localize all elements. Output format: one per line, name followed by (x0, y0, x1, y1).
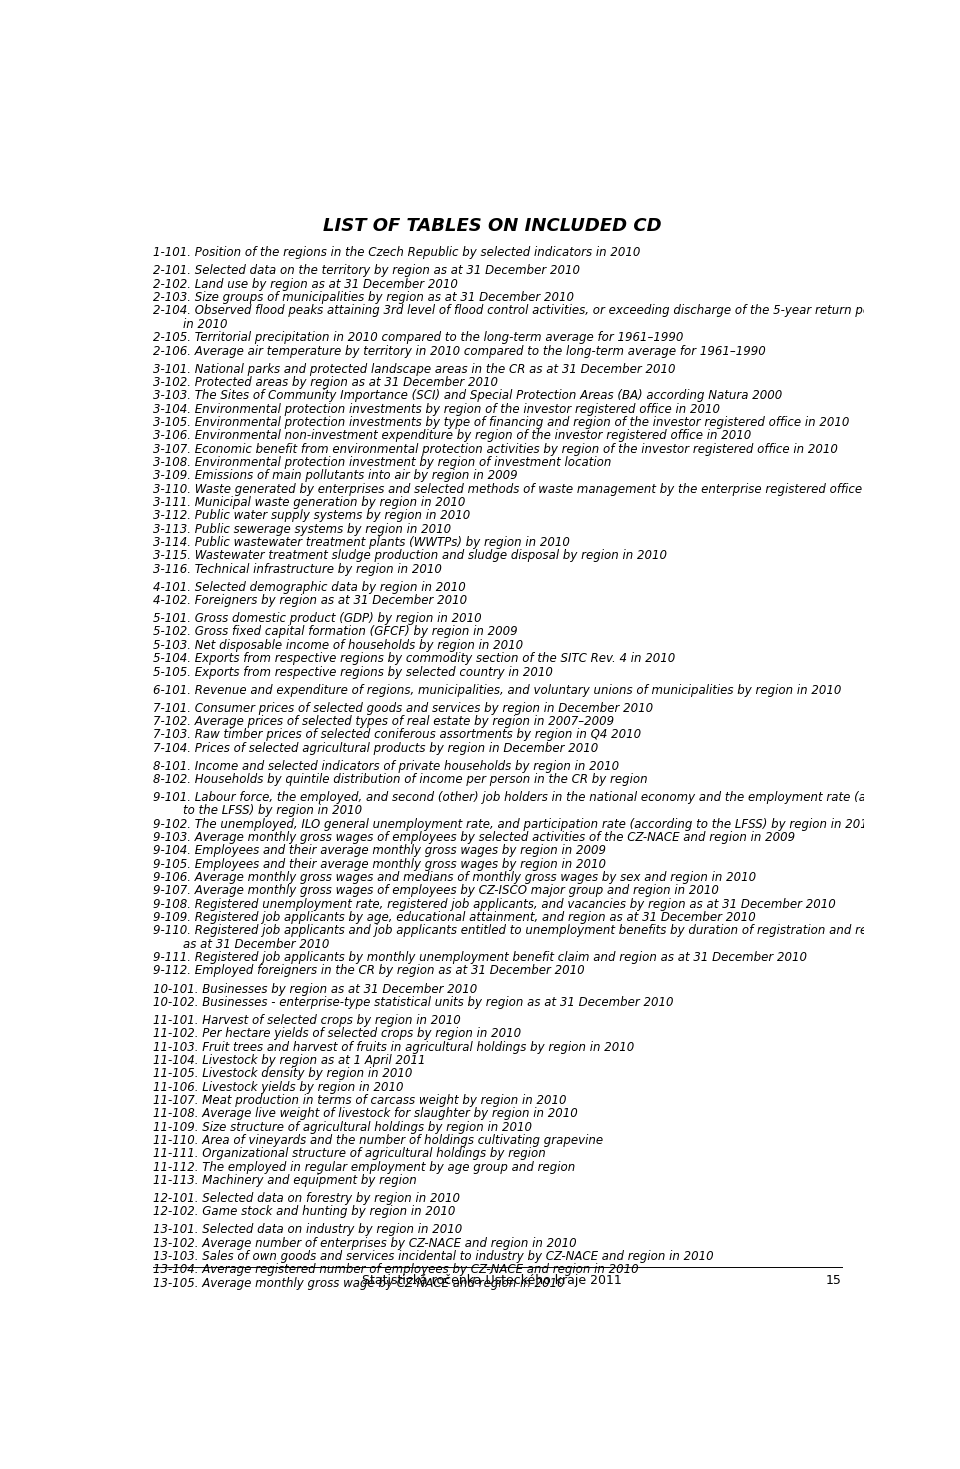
Text: 3-104. Environmental protection investments by region of the investor registered: 3-104. Environmental protection investme… (154, 403, 720, 416)
Text: in 2010: in 2010 (183, 317, 228, 331)
Text: as at 31 December 2010: as at 31 December 2010 (183, 937, 329, 950)
Text: 2-102. Land use by region as at 31 December 2010: 2-102. Land use by region as at 31 Decem… (154, 278, 458, 291)
Text: 9-106. Average monthly gross wages and medians of monthly gross wages by sex and: 9-106. Average monthly gross wages and m… (154, 871, 756, 884)
Text: 3-109. Emissions of main pollutants into air by region in 2009: 3-109. Emissions of main pollutants into… (154, 469, 518, 482)
Text: 4-101. Selected demographic data by region in 2010: 4-101. Selected demographic data by regi… (154, 580, 467, 593)
Text: 11-104. Livestock by region as at 1 April 2011: 11-104. Livestock by region as at 1 Apri… (154, 1053, 426, 1066)
Text: 9-109. Registered job applicants by age, educational attainment, and region as a: 9-109. Registered job applicants by age,… (154, 911, 756, 924)
Text: 7-101. Consumer prices of selected goods and services by region in December 2010: 7-101. Consumer prices of selected goods… (154, 702, 654, 714)
Text: 3-111. Municipal waste generation by region in 2010: 3-111. Municipal waste generation by reg… (154, 497, 466, 508)
Text: 9-107. Average monthly gross wages of employees by CZ-ISCO major group and regio: 9-107. Average monthly gross wages of em… (154, 884, 719, 898)
Text: 13-101. Selected data on industry by region in 2010: 13-101. Selected data on industry by reg… (154, 1224, 463, 1237)
Text: 3-102. Protected areas by region as at 31 December 2010: 3-102. Protected areas by region as at 3… (154, 376, 498, 389)
Text: LIST OF TABLES ON INCLUDED CD: LIST OF TABLES ON INCLUDED CD (323, 217, 661, 235)
Text: 11-102. Per hectare yields of selected crops by region in 2010: 11-102. Per hectare yields of selected c… (154, 1027, 521, 1040)
Text: 3-108. Environmental protection investment by region of investment location: 3-108. Environmental protection investme… (154, 455, 612, 469)
Text: 13-105. Average monthly gross wage by CZ-NACE and region in 2010: 13-105. Average monthly gross wage by CZ… (154, 1277, 565, 1290)
Text: 8-101. Income and selected indicators of private households by region in 2010: 8-101. Income and selected indicators of… (154, 759, 619, 773)
Text: 11-113. Machinery and equipment by region: 11-113. Machinery and equipment by regio… (154, 1174, 418, 1187)
Text: 3-106. Environmental non-investment expenditure by region of the investor regist: 3-106. Environmental non-investment expe… (154, 429, 752, 442)
Text: 11-101. Harvest of selected crops by region in 2010: 11-101. Harvest of selected crops by reg… (154, 1014, 461, 1027)
Text: 11-111. Organizational structure of agricultural holdings by region: 11-111. Organizational structure of agri… (154, 1147, 546, 1161)
Text: 2-106. Average air temperature by territory in 2010 compared to the long-term av: 2-106. Average air temperature by territ… (154, 345, 766, 357)
Text: 3-105. Environmental protection investments by type of financing and region of t: 3-105. Environmental protection investme… (154, 416, 850, 429)
Text: 11-112. The employed in regular employment by age group and region: 11-112. The employed in regular employme… (154, 1161, 576, 1174)
Text: 7-102. Average prices of selected types of real estate by region in 2007–2009: 7-102. Average prices of selected types … (154, 715, 614, 729)
Text: 11-107. Meat production in terms of carcass weight by region in 2010: 11-107. Meat production in terms of carc… (154, 1094, 567, 1108)
Text: 1-101. Position of the regions in the Czech Republic by selected indicators in 2: 1-101. Position of the regions in the Cz… (154, 247, 641, 260)
Text: 3-113. Public sewerage systems by region in 2010: 3-113. Public sewerage systems by region… (154, 523, 451, 536)
Text: 15: 15 (826, 1274, 842, 1287)
Text: 3-103. The Sites of Community Importance (SCI) and Special Protection Areas (BA): 3-103. The Sites of Community Importance… (154, 389, 782, 403)
Text: 9-108. Registered unemployment rate, registered job applicants, and vacancies by: 9-108. Registered unemployment rate, reg… (154, 898, 836, 911)
Text: 3-101. National parks and protected landscape areas in the CR as at 31 December : 3-101. National parks and protected land… (154, 363, 676, 376)
Text: 2-101. Selected data on the territory by region as at 31 December 2010: 2-101. Selected data on the territory by… (154, 264, 581, 278)
Text: 9-111. Registered job applicants by monthly unemployment benefit claim and regio: 9-111. Registered job applicants by mont… (154, 950, 807, 964)
Text: 11-103. Fruit trees and harvest of fruits in agricultural holdings by region in : 11-103. Fruit trees and harvest of fruit… (154, 1040, 635, 1053)
Text: 9-112. Employed foreigners in the CR by region as at 31 December 2010: 9-112. Employed foreigners in the CR by … (154, 965, 585, 977)
Text: 3-114. Public wastewater treatment plants (WWTPs) by region in 2010: 3-114. Public wastewater treatment plant… (154, 536, 570, 549)
Text: 10-102. Businesses - enterprise-type statistical units by region as at 31 Decemb: 10-102. Businesses - enterprise-type sta… (154, 996, 674, 1009)
Text: Statistická ročenka Ústeckého kraje 2011: Statistická ročenka Ústeckého kraje 2011 (362, 1272, 622, 1287)
Text: 9-104. Employees and their average monthly gross wages by region in 2009: 9-104. Employees and their average month… (154, 845, 607, 858)
Text: 3-112. Public water supply systems by region in 2010: 3-112. Public water supply systems by re… (154, 510, 470, 523)
Text: 11-105. Livestock density by region in 2010: 11-105. Livestock density by region in 2… (154, 1068, 413, 1080)
Text: 10-101. Businesses by region as at 31 December 2010: 10-101. Businesses by region as at 31 De… (154, 983, 478, 996)
Text: 2-103. Size groups of municipalities by region as at 31 December 2010: 2-103. Size groups of municipalities by … (154, 291, 574, 304)
Text: 9-110. Registered job applicants and job applicants entitled to unemployment ben: 9-110. Registered job applicants and job… (154, 924, 893, 937)
Text: 5-102. Gross fixed capital formation (GFCF) by region in 2009: 5-102. Gross fixed capital formation (GF… (154, 626, 518, 639)
Text: 13-104. Average registered number of employees by CZ-NACE and region in 2010: 13-104. Average registered number of emp… (154, 1263, 639, 1277)
Text: 11-108. Average live weight of livestock for slaughter by region in 2010: 11-108. Average live weight of livestock… (154, 1108, 578, 1121)
Text: 5-101. Gross domestic product (GDP) by region in 2010: 5-101. Gross domestic product (GDP) by r… (154, 613, 482, 626)
Text: 5-105. Exports from respective regions by selected country in 2010: 5-105. Exports from respective regions b… (154, 665, 553, 679)
Text: 6-101. Revenue and expenditure of regions, municipalities, and voluntary unions : 6-101. Revenue and expenditure of region… (154, 683, 842, 696)
Text: 11-106. Livestock yields by region in 2010: 11-106. Livestock yields by region in 20… (154, 1081, 404, 1093)
Text: 5-104. Exports from respective regions by commodity section of the SITC Rev. 4 i: 5-104. Exports from respective regions b… (154, 652, 676, 665)
Text: 3-116. Technical infrastructure by region in 2010: 3-116. Technical infrastructure by regio… (154, 563, 443, 576)
Text: 9-102. The unemployed, ILO general unemployment rate, and participation rate (ac: 9-102. The unemployed, ILO general unemp… (154, 818, 876, 830)
Text: to the LFSS) by region in 2010: to the LFSS) by region in 2010 (183, 805, 362, 817)
Text: 9-103. Average monthly gross wages of employees by selected activities of the CZ: 9-103. Average monthly gross wages of em… (154, 831, 796, 845)
Text: 12-101. Selected data on forestry by region in 2010: 12-101. Selected data on forestry by reg… (154, 1191, 461, 1205)
Text: 11-110. Area of vineyards and the number of holdings cultivating grapevine: 11-110. Area of vineyards and the number… (154, 1134, 604, 1147)
Text: 3-107. Economic benefit from environmental protection activities by region of th: 3-107. Economic benefit from environment… (154, 442, 838, 455)
Text: 3-115. Wastewater treatment sludge production and sludge disposal by region in 2: 3-115. Wastewater treatment sludge produ… (154, 549, 667, 563)
Text: 2-105. Territorial precipitation in 2010 compared to the long-term average for 1: 2-105. Territorial precipitation in 2010… (154, 331, 684, 344)
Text: 13-102. Average number of enterprises by CZ-NACE and region in 2010: 13-102. Average number of enterprises by… (154, 1237, 577, 1250)
Text: 3-110. Waste generated by enterprises and selected methods of waste management b: 3-110. Waste generated by enterprises an… (154, 483, 911, 495)
Text: 5-103. Net disposable income of households by region in 2010: 5-103. Net disposable income of househol… (154, 639, 523, 652)
Text: 2-104. Observed flood peaks attaining 3rd level of flood control activities, or : 2-104. Observed flood peaks attaining 3r… (154, 304, 951, 317)
Text: 4-102. Foreigners by region as at 31 December 2010: 4-102. Foreigners by region as at 31 Dec… (154, 593, 468, 607)
Text: 9-105. Employees and their average monthly gross wages by region in 2010: 9-105. Employees and their average month… (154, 858, 607, 871)
Text: 7-104. Prices of selected agricultural products by region in December 2010: 7-104. Prices of selected agricultural p… (154, 742, 599, 755)
Text: 7-103. Raw timber prices of selected coniferous assortments by region in Q4 2010: 7-103. Raw timber prices of selected con… (154, 729, 641, 742)
Text: 12-102. Game stock and hunting by region in 2010: 12-102. Game stock and hunting by region… (154, 1206, 456, 1218)
Text: 9-101. Labour force, the employed, and second (other) job holders in the nationa: 9-101. Labour force, the employed, and s… (154, 790, 918, 804)
Text: 11-109. Size structure of agricultural holdings by region in 2010: 11-109. Size structure of agricultural h… (154, 1121, 533, 1134)
Text: 8-102. Households by quintile distribution of income per person in the CR by reg: 8-102. Households by quintile distributi… (154, 773, 648, 786)
Text: 13-103. Sales of own goods and services incidental to industry by CZ-NACE and re: 13-103. Sales of own goods and services … (154, 1250, 714, 1263)
